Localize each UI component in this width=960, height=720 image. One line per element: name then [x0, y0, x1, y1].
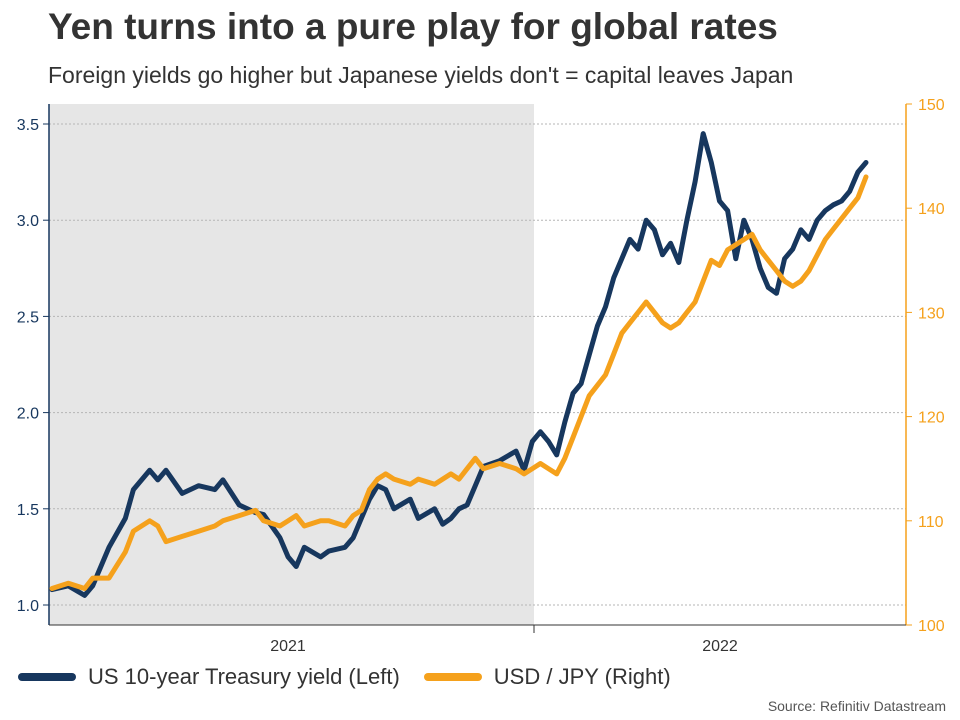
right-tick-label-3: 130 — [918, 305, 945, 322]
left-tick-label-3: 2.5 — [17, 309, 39, 326]
series-line-us10y — [49, 131, 869, 598]
chart-title: Yen turns into a pure play for global ra… — [48, 6, 778, 47]
left-tick-label-4: 3.0 — [17, 213, 39, 230]
legend-label-usdjpy: USD / JPY (Right) — [493, 664, 671, 689]
shaded-region — [49, 104, 534, 625]
left-tick-label-1: 1.5 — [17, 502, 39, 519]
right-tick-label-4: 140 — [918, 201, 945, 218]
legend-label-us10y: US 10-year Treasury yield (Left) — [88, 664, 400, 689]
legend: US 10-year Treasury yield (Left) USD / J… — [18, 664, 695, 690]
right-tick-label-0: 100 — [918, 618, 945, 635]
left-tick-label-2: 2.0 — [17, 406, 39, 423]
legend-swatch-us10y — [18, 673, 76, 681]
legend-item-usdjpy: USD / JPY (Right) — [423, 664, 671, 690]
x-tick-label-1: 2022 — [702, 638, 738, 655]
right-tick-label-1: 110 — [918, 514, 944, 531]
x-tick-label-0: 2021 — [270, 638, 306, 655]
series-line-usdjpy — [49, 174, 869, 591]
chart-subtitle: Foreign yields go higher but Japanese yi… — [48, 62, 794, 88]
legend-item-us10y: US 10-year Treasury yield (Left) — [18, 664, 400, 690]
right-tick-label-2: 120 — [918, 410, 945, 427]
source-note: Source: Refinitiv Datastream — [767, 698, 946, 714]
left-tick-label-5: 3.5 — [17, 117, 39, 134]
right-tick-label-5: 150 — [918, 97, 945, 114]
legend-swatch-usdjpy — [423, 673, 482, 681]
left-tick-label-0: 1.0 — [17, 598, 39, 615]
